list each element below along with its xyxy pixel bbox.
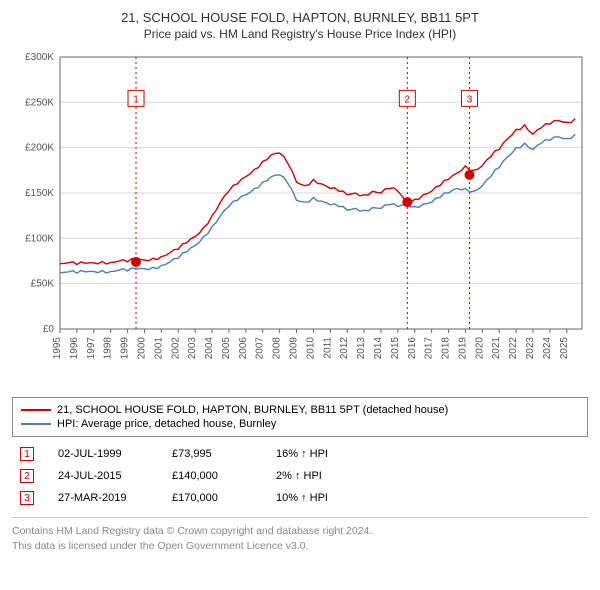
sale-date: 27-MAR-2019: [58, 492, 148, 504]
svg-text:2003: 2003: [187, 337, 198, 360]
line-chart: £0 £50K £100K £150K £200K £250K £300K 1995 1996 1…: [12, 49, 588, 389]
sale-row: 2 24-JUL-2015 £140,000 2% ↑ HPI: [12, 465, 588, 487]
svg-text:2019: 2019: [457, 337, 468, 360]
svg-text:1995: 1995: [52, 337, 63, 360]
sales-table: 1 02-JUL-1999 £73,995 16% ↑ HPI 2 24-JUL-2015…: [12, 443, 588, 509]
svg-text:2020: 2020: [474, 337, 485, 360]
svg-text:2016: 2016: [407, 337, 418, 360]
sale-price: £140,000: [172, 470, 252, 482]
svg-text:1999: 1999: [120, 337, 131, 360]
svg-text:£250K: £250K: [25, 97, 54, 108]
svg-text:1998: 1998: [103, 337, 114, 360]
chart-subtitle: Price paid vs. HM Land Registry's House …: [12, 27, 588, 41]
svg-text:2009: 2009: [289, 337, 300, 360]
legend-item: 21, SCHOOL HOUSE FOLD, HAPTON, BURNLEY, …: [21, 404, 579, 416]
legend-swatch: [21, 423, 51, 425]
svg-text:1997: 1997: [86, 337, 97, 360]
chart-area: £0 £50K £100K £150K £200K £250K £300K 1995 1996 1…: [12, 49, 588, 389]
legend-label: 21, SCHOOL HOUSE FOLD, HAPTON, BURNLEY, …: [57, 404, 448, 416]
svg-text:2025: 2025: [559, 337, 570, 360]
svg-text:£50K: £50K: [31, 279, 55, 290]
svg-text:2018: 2018: [441, 337, 452, 360]
sale-row: 3 27-MAR-2019 £170,000 10% ↑ HPI: [12, 487, 588, 509]
svg-text:2000: 2000: [136, 337, 147, 360]
svg-text:2024: 2024: [542, 337, 553, 360]
svg-text:£200K: £200K: [25, 143, 54, 154]
sale-date: 24-JUL-2015: [58, 470, 148, 482]
svg-text:2007: 2007: [255, 337, 266, 360]
sale-delta: 2% ↑ HPI: [276, 470, 366, 482]
sale-price: £73,995: [172, 448, 252, 460]
svg-text:2005: 2005: [221, 337, 232, 360]
svg-text:£150K: £150K: [25, 188, 54, 199]
svg-text:1: 1: [133, 94, 139, 105]
svg-text:3: 3: [467, 94, 473, 105]
svg-text:2023: 2023: [525, 337, 536, 360]
svg-text:2021: 2021: [491, 337, 502, 360]
svg-text:£100K: £100K: [25, 233, 54, 244]
svg-text:2004: 2004: [204, 337, 215, 360]
sale-price: £170,000: [172, 492, 252, 504]
sale-row: 1 02-JUL-1999 £73,995 16% ↑ HPI: [12, 443, 588, 465]
svg-text:2010: 2010: [305, 337, 316, 360]
svg-text:2017: 2017: [424, 337, 435, 360]
footer-line-1: Contains HM Land Registry data © Crown c…: [12, 524, 588, 539]
svg-text:2014: 2014: [373, 337, 384, 360]
svg-text:2008: 2008: [272, 337, 283, 360]
sale-delta: 16% ↑ HPI: [276, 448, 366, 460]
sale-marker: 1: [20, 447, 34, 461]
svg-text:2001: 2001: [153, 337, 164, 360]
svg-text:2022: 2022: [508, 337, 519, 360]
svg-text:2011: 2011: [322, 337, 333, 359]
svg-text:2002: 2002: [170, 337, 181, 360]
svg-text:2015: 2015: [390, 337, 401, 360]
svg-text:2013: 2013: [356, 337, 367, 360]
svg-text:£300K: £300K: [25, 52, 54, 63]
svg-text:2: 2: [405, 94, 411, 105]
sale-marker: 2: [20, 469, 34, 483]
legend-item: HPI: Average price, detached house, Burn…: [21, 418, 579, 430]
footer-attribution: Contains HM Land Registry data © Crown c…: [12, 517, 588, 553]
svg-text:1996: 1996: [69, 337, 80, 360]
footer-line-2: This data is licensed under the Open Gov…: [12, 539, 588, 554]
legend: 21, SCHOOL HOUSE FOLD, HAPTON, BURNLEY, …: [12, 397, 588, 437]
sale-date: 02-JUL-1999: [58, 448, 148, 460]
sale-marker: 3: [20, 491, 34, 505]
chart-title: 21, SCHOOL HOUSE FOLD, HAPTON, BURNLEY, …: [12, 10, 588, 25]
svg-text:2006: 2006: [238, 337, 249, 360]
svg-text:£0: £0: [43, 324, 55, 335]
legend-label: HPI: Average price, detached house, Burn…: [57, 418, 276, 430]
svg-text:2012: 2012: [339, 337, 350, 360]
sale-delta: 10% ↑ HPI: [276, 492, 366, 504]
legend-swatch: [21, 409, 51, 411]
